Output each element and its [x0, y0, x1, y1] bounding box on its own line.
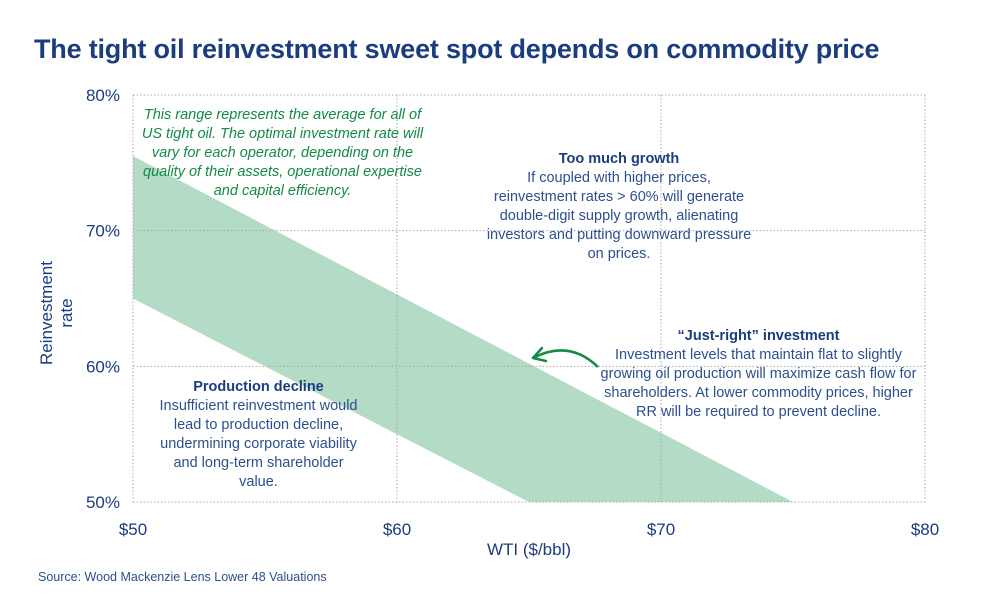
- x-axis-label: WTI ($/bbl): [486, 540, 572, 559]
- just-right-text: Investment levels that maintain flat to …: [600, 347, 917, 420]
- production-decline-title: Production decline: [193, 379, 324, 395]
- range-note: This range represents the average for al…: [141, 107, 424, 199]
- arrowhead-icon: [531, 346, 548, 363]
- source-note: Source: Wood Mackenzie Lens Lower 48 Val…: [38, 570, 327, 584]
- just-right-note: “Just-right” investment Investment level…: [596, 327, 921, 422]
- x-tick-label: $70: [647, 520, 675, 539]
- y-tick-label: 60%: [86, 357, 120, 376]
- y-tick-label: 80%: [86, 86, 120, 105]
- production-decline-text: Insufficient reinvestment would lead to …: [159, 398, 358, 490]
- sweet-spot-band: [133, 156, 793, 503]
- y-tick-label: 50%: [86, 493, 120, 512]
- too-much-growth-title: Too much growth: [558, 151, 680, 167]
- too-much-growth-text: If coupled with higher prices, reinvestm…: [486, 170, 752, 262]
- curved-arrow-icon: [534, 349, 599, 368]
- production-decline-note: Production decline Insufficient reinvest…: [156, 378, 361, 492]
- x-tick-label: $60: [383, 520, 411, 539]
- too-much-growth-note: Too much growth If coupled with higher p…: [484, 150, 754, 264]
- chart-title: The tight oil reinvestment sweet spot de…: [34, 34, 880, 64]
- just-right-title: “Just-right” investment: [677, 328, 840, 344]
- x-tick-label: $50: [119, 520, 147, 539]
- y-axis-label: Reinvestment rate: [37, 261, 76, 365]
- y-tick-label: 70%: [86, 222, 120, 241]
- x-tick-label: $80: [911, 520, 939, 539]
